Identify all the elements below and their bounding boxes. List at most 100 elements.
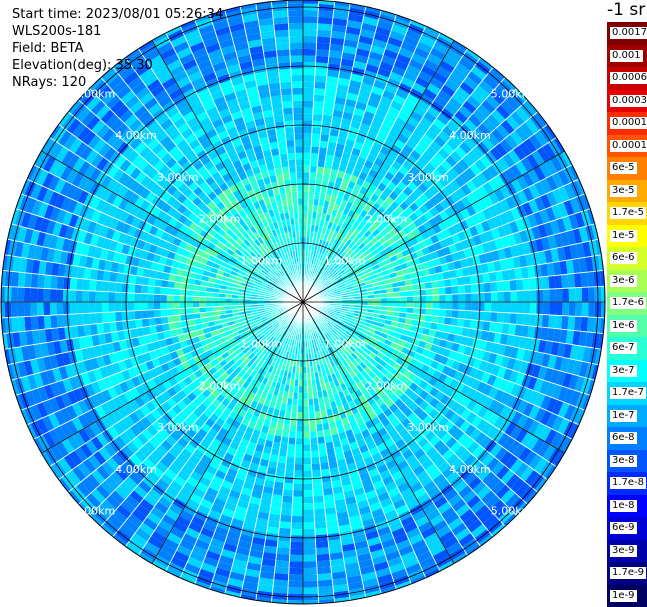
range-gate-cell	[340, 310, 348, 314]
range-gate-cell	[336, 84, 349, 93]
range-gate-cell	[338, 130, 349, 139]
range-gate-cell	[331, 24, 347, 33]
range-gate-cell	[329, 268, 336, 275]
range-gate-cell	[494, 237, 504, 250]
range-gate-cell	[303, 490, 314, 497]
range-gate-cell	[351, 147, 362, 157]
range-gate-cell	[445, 253, 454, 264]
range-gate-cell	[466, 95, 481, 110]
range-gate-cell	[303, 185, 310, 192]
range-gate-cell	[344, 280, 352, 286]
range-gate-cell	[288, 574, 303, 582]
range-gate-cell	[340, 312, 347, 316]
range-gate-cell	[303, 574, 318, 582]
range-gate-cell	[379, 96, 393, 107]
range-gate-cell	[122, 273, 130, 284]
range-gate-cell	[205, 296, 213, 302]
range-gate-cell	[556, 246, 566, 262]
range-gate-cell	[335, 232, 342, 241]
range-gate-cell	[332, 230, 339, 239]
range-gate-cell	[516, 302, 524, 314]
range-gate-cell	[386, 306, 394, 312]
range-gate-cell	[544, 340, 553, 355]
range-gate-cell	[282, 495, 293, 503]
range-gate-cell	[147, 285, 155, 295]
range-gate-cell	[486, 132, 500, 147]
range-gate-cell	[346, 20, 363, 29]
range-gate-cell	[557, 202, 569, 218]
range-gate-cell	[523, 138, 537, 154]
range-gate-cell	[303, 9, 319, 17]
range-gate-cell	[482, 181, 495, 195]
range-gate-cell	[338, 316, 346, 321]
range-gate-cell	[447, 167, 460, 180]
range-gate-cell	[466, 204, 477, 217]
range-gate-cell	[547, 234, 557, 250]
range-gate-cell	[500, 235, 510, 249]
range-gate-cell	[373, 32, 390, 43]
range-gate-cell	[475, 243, 485, 255]
range-gate-cell	[423, 111, 437, 124]
range-gate-cell	[445, 49, 463, 63]
range-gate-cell	[506, 257, 515, 270]
range-gate-cell	[527, 376, 538, 391]
range-gate-cell	[166, 308, 174, 317]
range-gate-cell	[412, 283, 420, 291]
range-gate-cell	[560, 231, 570, 247]
range-gate-cell	[515, 218, 526, 232]
range-gate-cell	[360, 245, 369, 253]
range-gate-cell	[528, 134, 543, 150]
range-gate-cell	[563, 245, 573, 261]
range-gate-cell	[366, 596, 384, 604]
range-gate-cell	[489, 146, 503, 161]
range-gate-cell	[568, 287, 576, 302]
range-gate-cell	[273, 573, 289, 581]
range-gate-cell	[316, 566, 332, 575]
range-gate-cell	[303, 217, 308, 225]
range-gate-cell	[534, 392, 546, 408]
range-gate-cell	[429, 47, 446, 61]
range-gate-cell	[572, 228, 583, 244]
range-gate-cell	[342, 111, 354, 121]
range-gate-cell	[434, 191, 445, 203]
range-gate-cell	[356, 156, 367, 166]
range-gate-cell	[356, 322, 364, 329]
range-gate-cell	[411, 53, 427, 65]
range-gate-cell	[297, 399, 303, 406]
range-gate-cell	[426, 259, 435, 269]
range-gate-cell	[352, 315, 360, 320]
range-gate-cell	[347, 160, 357, 169]
range-gate-cell	[388, 228, 398, 238]
range-gate-cell	[30, 302, 38, 317]
range-gate-cell	[451, 285, 459, 295]
range-gate-cell	[535, 276, 543, 290]
range-gate-cell	[323, 271, 330, 278]
range-gate-cell	[401, 175, 412, 187]
range-gate-cell	[460, 207, 471, 220]
range-gate-cell	[317, 259, 322, 267]
range-gate-cell	[452, 302, 459, 311]
range-gate-cell	[289, 561, 303, 569]
range-gate-cell	[457, 362, 467, 374]
range-gate-cell	[546, 262, 555, 277]
range-gate-cell	[459, 335, 469, 346]
range-gate-cell	[24, 316, 32, 332]
range-gate-cell	[316, 560, 331, 568]
range-gate-cell	[557, 386, 569, 402]
range-gate-cell	[471, 302, 479, 312]
range-gate-cell	[578, 361, 589, 378]
range-gate-cell	[451, 92, 467, 106]
range-gate-cell	[553, 233, 564, 248]
range-gate-cell	[465, 179, 478, 193]
range-gate-cell	[312, 271, 317, 279]
range-gate-cell	[385, 134, 398, 145]
range-gate-cell	[166, 287, 174, 296]
range-gate-cell	[581, 302, 589, 317]
range-gate-cell	[576, 242, 585, 259]
range-gate-cell	[390, 144, 402, 155]
range-gate-cell	[115, 321, 124, 332]
range-gate-cell	[458, 302, 466, 311]
range-gate-cell	[404, 318, 412, 325]
range-gate-cell	[306, 224, 312, 231]
range-gate-cell	[509, 244, 519, 258]
